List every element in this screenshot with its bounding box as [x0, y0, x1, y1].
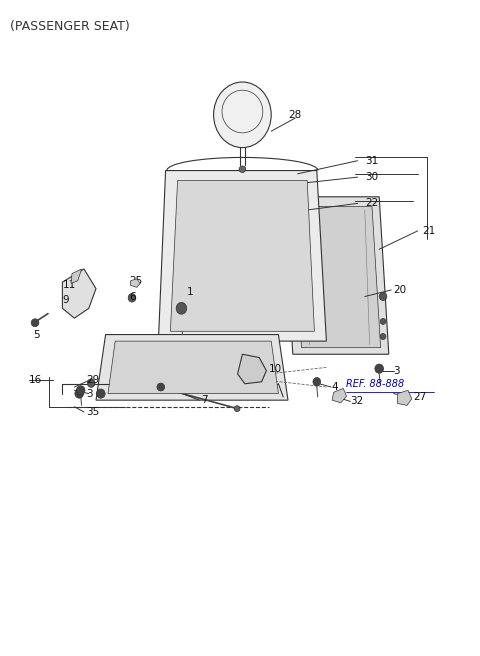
Text: 31: 31 — [365, 155, 378, 166]
Text: 30: 30 — [365, 172, 378, 182]
Text: REF. 88-888: REF. 88-888 — [346, 379, 404, 389]
Ellipse shape — [380, 333, 386, 340]
Text: 11: 11 — [62, 280, 76, 291]
Text: 6: 6 — [130, 291, 136, 302]
Ellipse shape — [75, 389, 84, 398]
Text: 35: 35 — [86, 407, 100, 417]
Polygon shape — [397, 390, 412, 405]
Polygon shape — [170, 180, 314, 331]
Polygon shape — [108, 341, 278, 394]
Polygon shape — [283, 197, 389, 354]
Text: 7: 7 — [202, 395, 208, 405]
Text: 27: 27 — [413, 392, 426, 402]
Text: 25: 25 — [130, 276, 143, 286]
Ellipse shape — [87, 379, 95, 387]
Ellipse shape — [76, 386, 85, 395]
Polygon shape — [71, 269, 82, 283]
Text: 28: 28 — [288, 110, 301, 120]
Text: 5: 5 — [34, 329, 40, 340]
Ellipse shape — [234, 405, 240, 412]
Ellipse shape — [380, 318, 386, 324]
Text: 10: 10 — [269, 363, 282, 374]
Ellipse shape — [176, 302, 187, 314]
Text: 22: 22 — [365, 198, 378, 209]
Text: 4: 4 — [331, 382, 338, 392]
Ellipse shape — [31, 319, 39, 327]
Polygon shape — [238, 354, 266, 384]
Text: 20: 20 — [394, 285, 407, 295]
Ellipse shape — [96, 389, 105, 398]
Ellipse shape — [214, 82, 271, 148]
Text: 3: 3 — [394, 365, 400, 376]
Text: (PASSENGER SEAT): (PASSENGER SEAT) — [10, 20, 129, 33]
Ellipse shape — [128, 293, 136, 302]
Ellipse shape — [239, 166, 246, 173]
Polygon shape — [332, 388, 347, 403]
Text: 16: 16 — [29, 375, 42, 386]
Ellipse shape — [157, 383, 165, 391]
Text: 29: 29 — [86, 375, 100, 386]
Text: 21: 21 — [422, 226, 436, 236]
Ellipse shape — [313, 378, 321, 386]
Polygon shape — [96, 335, 288, 400]
Polygon shape — [158, 171, 326, 341]
Ellipse shape — [379, 293, 387, 300]
Polygon shape — [62, 269, 96, 318]
Polygon shape — [131, 279, 140, 287]
Text: 1: 1 — [187, 287, 194, 297]
Polygon shape — [295, 207, 381, 348]
Text: 32: 32 — [350, 396, 364, 407]
Text: 9: 9 — [62, 295, 69, 305]
Ellipse shape — [375, 364, 384, 373]
Text: 3: 3 — [86, 388, 93, 399]
